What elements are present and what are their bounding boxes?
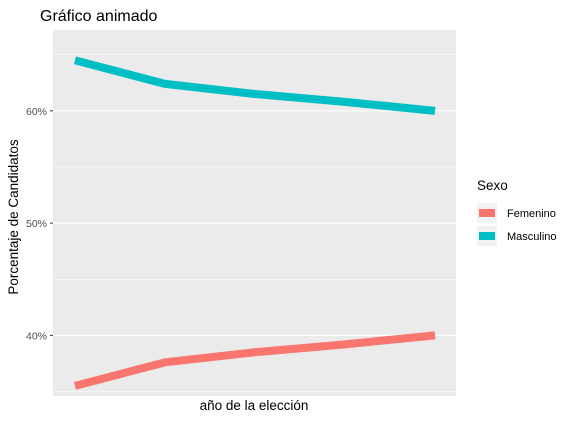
chart-title: Gráfico animado — [40, 8, 157, 25]
y-tick-label: 50% — [26, 218, 47, 230]
x-axis-label: año de la elección — [200, 398, 309, 413]
y-tick-label: 40% — [26, 330, 47, 342]
y-axis: 40% 50% 60% — [26, 106, 53, 342]
legend-title: Sexo — [477, 178, 508, 193]
series-line-femenino — [73, 331, 436, 390]
grid-lines — [53, 54, 456, 392]
legend-label: Masculino — [507, 231, 557, 243]
y-tick-label: 60% — [26, 106, 47, 118]
series-lines — [73, 56, 436, 390]
legend-label: Femenino — [507, 208, 556, 220]
series-line-masculino — [73, 56, 436, 115]
y-axis-label: Porcentaje de Candidatos — [6, 139, 21, 295]
legend: Sexo Femenino Masculino — [477, 178, 557, 246]
